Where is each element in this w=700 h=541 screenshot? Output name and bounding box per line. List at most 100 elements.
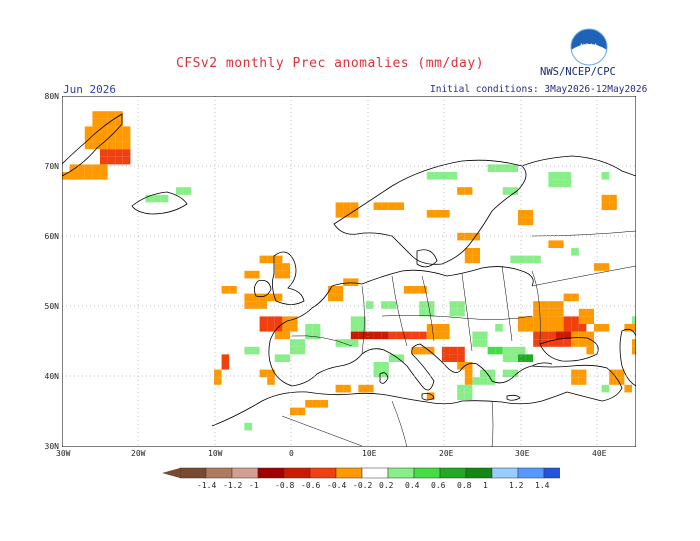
anomaly-cell: [343, 339, 351, 347]
anomaly-cell: [556, 240, 564, 248]
anomaly-cell: [252, 293, 260, 302]
noaa-logo: NOAA: [570, 28, 608, 70]
map-title: CFSv2 monthly Prec anomalies (mm/day): [175, 56, 485, 71]
anomaly-cell: [518, 354, 526, 362]
anomaly-cell: [350, 316, 359, 324]
anomaly-cell: [328, 286, 336, 294]
anomaly-cell: [563, 316, 572, 324]
anomaly-cell: [601, 172, 610, 180]
anomaly-cell: [556, 316, 564, 324]
anomaly-cell: [229, 286, 237, 294]
anomaly-cell: [540, 301, 549, 309]
anomaly-cell: [518, 346, 526, 355]
anomaly-cell: [366, 384, 374, 393]
anomaly-cell: [449, 308, 458, 317]
anomaly-cell: [632, 346, 636, 355]
anomaly-cell: [122, 134, 131, 142]
anomaly-cell: [586, 331, 594, 340]
anomaly-cell: [472, 339, 480, 347]
anomaly-cell: [252, 346, 260, 355]
anomaly-cell: [419, 301, 427, 309]
anomaly-cell: [533, 324, 541, 332]
anomaly-cell: [480, 377, 488, 385]
anomaly-cell: [267, 324, 275, 332]
anomaly-cell: [525, 210, 534, 218]
lat-label-80n: 80N: [44, 92, 59, 101]
legend-label: -0.4: [327, 481, 347, 490]
anomaly-cell: [472, 248, 480, 256]
anomaly-cell: [426, 210, 435, 218]
anomaly-cell: [84, 141, 93, 150]
anomaly-cell: [556, 324, 564, 332]
anomaly-cell: [540, 339, 549, 347]
anomaly-cell: [221, 362, 230, 370]
anomaly-cell: [176, 187, 184, 195]
anomaly-cell: [107, 126, 116, 134]
anomaly-cell: [426, 301, 435, 309]
anomaly-cell: [282, 316, 290, 324]
anomaly-cell: [100, 111, 108, 119]
noaa-logo-text: NOAA: [580, 43, 598, 50]
anomaly-cell: [290, 339, 298, 347]
anomaly-cell: [100, 118, 108, 127]
anomaly-cell: [556, 301, 564, 309]
anomaly-cell: [525, 217, 534, 226]
anomaly-cell: [259, 316, 268, 324]
lat-label-50n: 50N: [44, 302, 59, 311]
legend-boxes: [162, 467, 560, 479]
anomaly-cell: [419, 346, 427, 355]
anomaly-cell: [472, 377, 480, 385]
anomaly-cell: [358, 324, 366, 332]
anomaly-cell: [388, 202, 397, 210]
anomaly-cell: [495, 324, 503, 332]
anomaly-cell: [624, 324, 632, 332]
anomaly-cell: [518, 255, 526, 264]
anomaly-cell: [464, 362, 473, 370]
anomaly-cell: [297, 346, 306, 355]
anomaly-cell: [480, 331, 488, 340]
anomaly-cell: [107, 134, 116, 142]
anomaly-cell: [571, 324, 579, 332]
anomaly-cell: [601, 384, 610, 393]
anomaly-cell: [586, 308, 594, 317]
anomaly-cell: [411, 331, 420, 340]
legend-label: 0.4: [405, 481, 420, 490]
legend-box: [309, 467, 337, 479]
lon-label-30e: 30E: [515, 449, 530, 458]
anomaly-cell: [457, 301, 465, 309]
anomaly-cell: [578, 339, 587, 347]
anomaly-cell: [556, 339, 564, 347]
anomaly-cell: [487, 346, 496, 355]
anomaly-cell: [472, 232, 480, 241]
anomaly-cell: [533, 339, 541, 347]
legend-label: 1.4: [535, 481, 550, 490]
anomaly-cell: [214, 377, 222, 385]
anomaly-cell: [274, 270, 283, 279]
legend-box: [335, 467, 363, 479]
anomaly-cell: [457, 354, 465, 362]
anomaly-cell: [601, 324, 610, 332]
anomaly-cell: [609, 377, 617, 385]
anomaly-cell: [100, 156, 108, 165]
legend-box: [543, 467, 560, 479]
anomaly-cell: [122, 149, 131, 157]
legend-box: [439, 467, 467, 479]
anomaly-cell: [274, 331, 283, 340]
anomaly-cell: [464, 255, 473, 264]
anomaly-cell: [381, 331, 389, 340]
anomaly-cell: [464, 369, 473, 378]
anomaly-cell: [578, 308, 587, 317]
anomaly-cell: [320, 400, 328, 408]
anomaly-cell: [594, 263, 602, 271]
legend-box: [205, 467, 233, 479]
legend-label: -1.2: [223, 481, 243, 490]
anomaly-cell: [586, 339, 594, 347]
anomaly-cell: [556, 179, 564, 188]
anomaly-cell: [457, 187, 465, 195]
anomaly-cell: [563, 339, 572, 347]
initial-conditions: Initial conditions: 3May2026-12May2026: [430, 84, 648, 95]
anomaly-cell: [350, 324, 359, 332]
anomaly-cell: [107, 141, 116, 150]
anomaly-cell: [145, 194, 154, 203]
anomaly-cell: [366, 331, 374, 340]
